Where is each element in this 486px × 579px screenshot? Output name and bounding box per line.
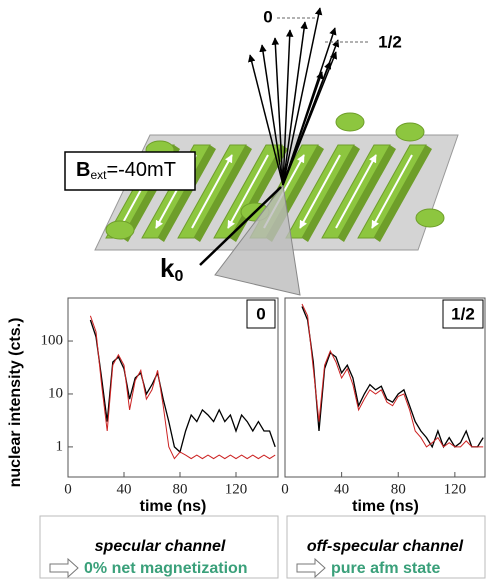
y-axis-label: nuclear intensity (cts.) <box>7 318 24 488</box>
field-symbol: B <box>76 159 90 181</box>
moment-arrow <box>191 154 233 229</box>
incident-beam <box>199 186 282 266</box>
field-subscript: ext <box>90 168 107 182</box>
x-tick-label: 80 <box>173 481 188 497</box>
pad <box>335 112 365 132</box>
caption-result: pure afm state <box>331 560 440 577</box>
beam-arrow <box>248 54 284 186</box>
stripe-side <box>338 145 396 242</box>
stripe-side <box>194 145 252 242</box>
x-axis-label: time (ns) <box>352 498 419 515</box>
captions: specular channel 0% net magnetization of… <box>39 515 486 579</box>
offspecular-label: 1/2 <box>378 32 402 51</box>
caption-title: off-specular channel <box>307 538 464 555</box>
sample-diagram: 0 1/2 Bext=-40mT k0 <box>64 7 459 296</box>
beam-label: k0 <box>160 253 183 285</box>
pad <box>105 220 135 240</box>
moment-arrow <box>299 154 341 229</box>
field-value: =-40mT <box>106 159 175 181</box>
arrow-icon <box>49 557 79 579</box>
x-tick-label: 120 <box>444 481 467 497</box>
stripe-side <box>302 145 360 242</box>
caption-box <box>39 515 279 579</box>
x-axis-label: time (ns) <box>140 498 207 515</box>
x-tick-label: 0 <box>281 481 289 497</box>
y-tick-label: 10 <box>48 385 63 401</box>
pad <box>415 208 445 228</box>
panel-label-box <box>246 299 276 329</box>
scattered-beams <box>248 7 340 186</box>
data-line <box>89 315 276 460</box>
data-line <box>301 303 484 448</box>
moment-arrow <box>371 154 413 229</box>
beam-arrow <box>282 29 294 186</box>
x-tick-label: 80 <box>391 481 406 497</box>
beam-arrow <box>282 7 323 186</box>
x-tick-label: 40 <box>334 481 349 497</box>
stripes <box>105 112 445 242</box>
caption-result: 0% net magnetization <box>84 560 248 577</box>
arrow-icon <box>296 557 326 579</box>
specular-label: 0 <box>263 7 272 26</box>
pad <box>395 122 425 142</box>
beam-subscript: 0 <box>174 268 183 285</box>
beam-arrow <box>271 37 284 186</box>
field-label: Bext=-40mT <box>76 159 176 182</box>
panel-label: 1/2 <box>451 304 475 323</box>
panel-label-box <box>442 299 484 329</box>
beam-arrow <box>259 44 284 186</box>
beam <box>214 183 301 296</box>
y-tick-label: 100 <box>41 332 64 348</box>
moment-arrow <box>335 154 377 229</box>
panel-label: 0 <box>256 304 265 323</box>
x-tick-label: 0 <box>64 481 72 497</box>
field-box <box>64 151 196 191</box>
beam-arrow <box>282 71 324 186</box>
x-tick-label: 120 <box>225 481 248 497</box>
beam-symbol: k <box>160 253 175 283</box>
y-tick-label: 1 <box>56 438 64 454</box>
x-tick-label: 40 <box>117 481 132 497</box>
moment-arrow <box>227 154 269 229</box>
caption-title: specular channel <box>95 538 226 555</box>
stripe-side <box>158 145 216 242</box>
beam-arrow <box>282 21 308 186</box>
stripe-side <box>374 145 432 242</box>
data-line <box>89 319 276 454</box>
